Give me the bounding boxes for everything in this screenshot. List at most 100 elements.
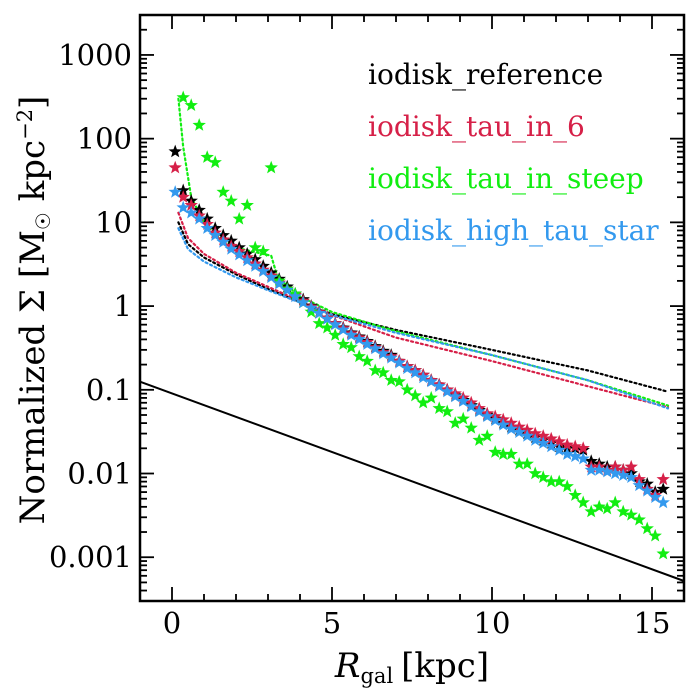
y-axis-title-sun: ☉	[31, 212, 55, 230]
data-point-star	[480, 409, 494, 423]
data-point-star	[504, 422, 518, 435]
data-point-star	[216, 185, 230, 198]
y-axis-title-close: ]	[13, 96, 53, 109]
data-point-star	[488, 445, 502, 458]
data-point-star	[520, 429, 534, 442]
data-point-star	[408, 388, 422, 402]
data-point-star	[384, 373, 398, 386]
x-tick-label: 0	[163, 606, 181, 640]
data-point-star	[376, 365, 390, 379]
plot-frame	[138, 13, 686, 603]
data-point-star	[192, 211, 206, 225]
data-point-star	[400, 361, 414, 375]
y-tick-label: 0.001	[49, 540, 132, 574]
data-point-star	[192, 118, 206, 131]
data-point-star	[392, 355, 406, 369]
data-point-star	[432, 379, 446, 392]
data-point-star	[352, 332, 366, 346]
data-point-star	[168, 144, 182, 158]
data-point-star	[576, 441, 590, 454]
data-point-star	[568, 449, 582, 463]
data-point-star	[376, 346, 390, 360]
data-point-star	[184, 198, 198, 211]
data-point-star	[176, 200, 190, 214]
x-tick-label: 5	[323, 606, 341, 640]
data-point-star	[448, 389, 462, 403]
data-point-star	[240, 253, 254, 267]
data-point-star	[272, 276, 286, 290]
data-point-star	[640, 521, 654, 535]
data-point-star	[464, 421, 478, 434]
data-point-star	[608, 459, 622, 473]
data-point-star	[552, 474, 566, 488]
x-axis-title: Rgal [kpc]	[334, 646, 489, 688]
data-point-star	[616, 504, 630, 518]
y-tick-label: 10	[95, 205, 132, 239]
data-point-star	[296, 295, 310, 309]
data-point-star	[464, 399, 478, 413]
data-point-star	[528, 433, 542, 446]
data-point-star	[552, 443, 566, 456]
data-point-star	[624, 459, 638, 473]
data-point-star	[448, 416, 462, 429]
data-point-star	[584, 463, 598, 476]
data-point-star	[328, 328, 342, 341]
data-point-star	[320, 320, 334, 334]
data-point-star	[184, 98, 198, 111]
data-point-star	[384, 351, 398, 364]
data-point-star	[488, 413, 502, 427]
data-point-star	[576, 495, 590, 509]
data-point-star	[536, 470, 550, 483]
legend-entry: iodisk_tau_in_6	[368, 110, 585, 143]
data-point-star	[256, 244, 270, 258]
x-axis-title-sub: gal	[360, 664, 393, 688]
legend-entry: iodisk_reference	[368, 58, 603, 91]
data-point-star	[408, 365, 422, 379]
data-point-star	[416, 395, 430, 409]
data-point-star	[352, 349, 366, 363]
data-point-star	[248, 259, 262, 272]
tick-labels: 0 5 10 15 0.001 0.01 0.1 1 10 100 1000	[49, 38, 670, 640]
data-point-star	[168, 160, 182, 174]
data-point-star	[608, 466, 622, 480]
data-point-star	[512, 425, 526, 438]
data-point-star	[496, 447, 510, 460]
data-point-star	[544, 431, 558, 445]
data-point-star	[264, 160, 278, 174]
data-point-star	[416, 370, 430, 384]
data-point-star	[560, 437, 574, 451]
data-point-star	[184, 205, 198, 219]
legend: iodisk_reference iodisk_tau_in_6 iodisk_…	[368, 58, 659, 247]
data-point-star	[288, 289, 302, 303]
data-point-star	[616, 468, 630, 481]
data-point-star	[568, 488, 582, 501]
data-point-star	[336, 337, 350, 350]
data-point-star	[544, 474, 558, 488]
y-axis-title-main: Normalized Σ [M	[13, 230, 53, 524]
data-point-star	[656, 482, 670, 495]
data-point-star	[312, 316, 326, 330]
data-point-star	[344, 340, 358, 354]
data-point-star	[528, 426, 542, 440]
data-point-star	[624, 470, 638, 483]
data-point-star	[592, 499, 606, 513]
data-point-star	[368, 363, 382, 377]
data-point-star	[480, 429, 494, 442]
data-point-star	[656, 472, 670, 486]
data-point-star	[304, 305, 318, 318]
data-point-star	[592, 463, 606, 476]
data-point-star	[392, 374, 406, 388]
data-point-star	[320, 312, 334, 325]
data-point-star	[208, 155, 222, 169]
data-point-star	[216, 235, 230, 248]
data-point-star	[424, 374, 438, 388]
data-point-star	[608, 495, 622, 509]
plot-markers	[168, 90, 670, 560]
data-point-star	[600, 464, 614, 478]
data-point-star	[544, 439, 558, 453]
data-point-star	[648, 490, 662, 503]
data-point-star	[360, 354, 374, 367]
data-point-star	[176, 190, 190, 203]
data-point-star	[576, 451, 590, 465]
data-point-star	[200, 150, 214, 163]
